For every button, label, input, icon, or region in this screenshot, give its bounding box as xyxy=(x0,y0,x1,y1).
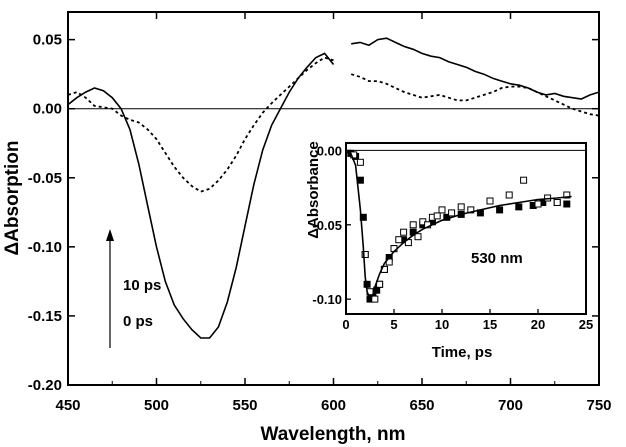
inset-plot-frame xyxy=(345,142,587,315)
main-series xyxy=(67,37,600,339)
main-x-axis-title: Wavelength, nm xyxy=(261,424,406,445)
inset-open-point xyxy=(505,191,513,199)
inset-x-tick-label: 20 xyxy=(531,317,545,332)
inset-open-point xyxy=(448,209,456,217)
main-x-tick-label: 550 xyxy=(232,397,257,414)
inset-open-point xyxy=(457,203,465,211)
inset-open-point xyxy=(486,197,494,205)
main-x-tick-label: 450 xyxy=(55,397,80,414)
inset-filled-point xyxy=(496,206,504,214)
main-y-axis-title: ΔAbsorption xyxy=(2,141,23,256)
inset-open-point xyxy=(356,158,364,166)
inset-x-axis-title: Time, ps xyxy=(432,344,493,361)
inset-ticks: 0 5 10 15 20 25 0.00 -0.05 -0.10 xyxy=(312,143,593,332)
main-y-tick-label: -0.10 xyxy=(28,239,62,256)
inset-open-point xyxy=(433,212,441,220)
main-y-tick-label: -0.15 xyxy=(28,308,62,325)
main-x-tick-label: 700 xyxy=(498,397,523,414)
inset-x-tick-label: 5 xyxy=(390,317,397,332)
main-y-tick-label: -0.20 xyxy=(28,377,62,394)
inset-open-point xyxy=(395,236,403,244)
inset-open-point xyxy=(371,295,379,303)
inset-y-axis-title: ΔAbsorbance xyxy=(305,141,322,238)
main-y-tick-label: -0.05 xyxy=(28,170,62,187)
inset-open-point xyxy=(376,280,384,288)
main-x-tick-label: 650 xyxy=(409,397,434,414)
inset-open-point xyxy=(361,251,369,258)
main-x-tick-label: 600 xyxy=(321,397,346,414)
inset-open-point xyxy=(534,200,542,208)
main-series-line-0 xyxy=(67,37,600,339)
inset-wavelength-label: 530 nm xyxy=(471,250,523,267)
main-y-tick-label: 0.00 xyxy=(33,101,62,118)
inset-open-point xyxy=(438,206,446,214)
inset-y-tick-label: 0.00 xyxy=(317,143,342,158)
inset-open-point xyxy=(520,176,528,184)
main-x-tick-label: 750 xyxy=(586,397,611,414)
inset-y-tick-label: -0.05 xyxy=(312,218,342,233)
inset-x-tick-label: 15 xyxy=(483,317,497,332)
inset-fit-line xyxy=(345,151,572,301)
inset-open-point xyxy=(414,233,422,241)
inset-filled-point xyxy=(356,176,364,184)
main-series-line-1 xyxy=(67,56,600,193)
annotation-0ps: 0 ps xyxy=(123,313,153,330)
inset-open-point xyxy=(409,221,417,229)
inset-open-point xyxy=(563,191,571,199)
inset-y-tick-label: -0.10 xyxy=(312,292,342,307)
inset-open-point xyxy=(400,228,408,236)
inset-background xyxy=(346,143,586,314)
inset-series xyxy=(345,149,572,303)
main-x-tick-label: 500 xyxy=(144,397,169,414)
inset-x-tick-label: 10 xyxy=(435,317,449,332)
inset-open-point xyxy=(553,199,561,206)
inset-x-tick-label: 25 xyxy=(579,317,593,332)
main-ticks: 450 500 550 600 650 700 750 0.05 0.00 -0.05 -0.10 -… xyxy=(28,12,612,414)
annotation-10ps: 10 ps xyxy=(123,277,161,294)
inset-filled-point xyxy=(563,200,571,208)
time-arrow-head xyxy=(106,229,114,241)
inset-x-tick-label: 0 xyxy=(342,317,349,332)
main-y-tick-label: 0.05 xyxy=(33,32,62,49)
inset-filled-point xyxy=(515,203,523,211)
